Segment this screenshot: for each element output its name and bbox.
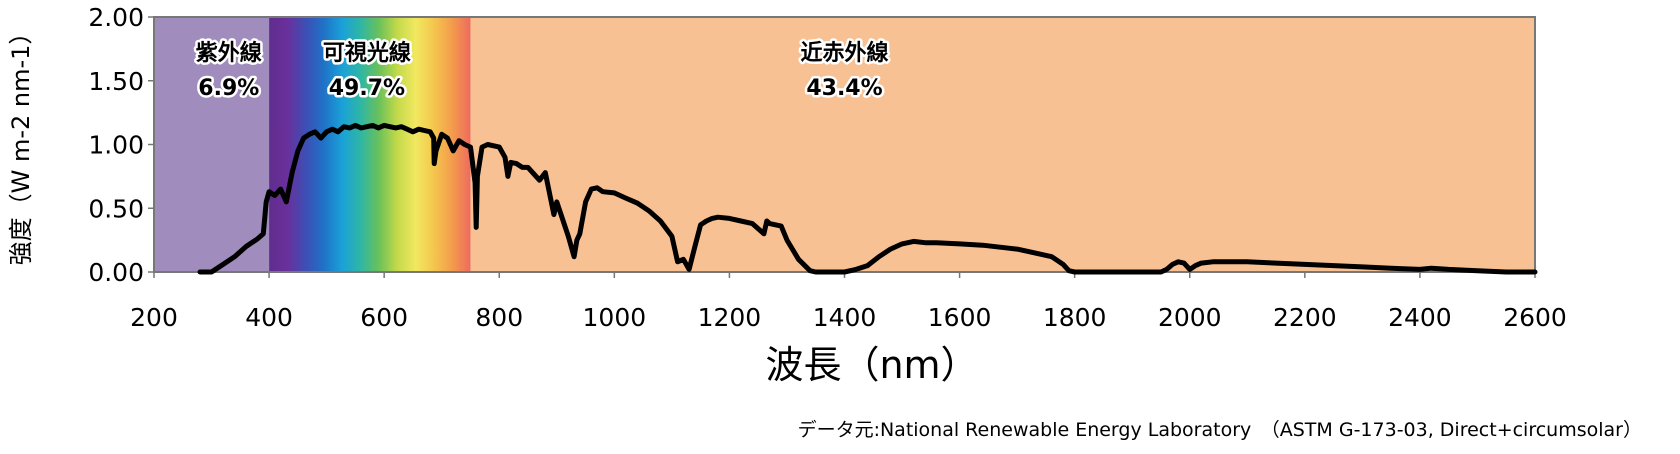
y-axis-title: 強度（W m-2 nm-1）	[7, 21, 35, 266]
x-tick-label: 600	[360, 303, 408, 332]
ultraviolet-percent: 6.9%	[198, 76, 259, 101]
x-tick-label: 1600	[928, 303, 992, 332]
region-labels: 紫外線 6.9% 可視光線 49.7% 近赤外線 43.4%	[193, 38, 891, 104]
y-tick-label: 1.50	[88, 67, 144, 96]
x-tick-label: 1400	[813, 303, 877, 332]
x-tick-label: 400	[245, 303, 293, 332]
x-tick-label: 800	[475, 303, 523, 332]
x-axis-ticks: 200 400 600 800 1000 1200 1400 1600 1800 2000 2200…	[130, 272, 1567, 332]
visible-light-label: 可視光線	[323, 40, 411, 66]
x-tick-label: 1800	[1043, 303, 1107, 332]
irradiance-series-line	[197, 122, 1538, 275]
y-axis-ticks: 0.00 0.50 1.00 1.50 2.00	[88, 3, 154, 287]
visible-light-percent: 49.7%	[329, 76, 405, 101]
x-axis-title: 波長（nm）	[765, 343, 978, 387]
x-tick-label: 2400	[1388, 303, 1452, 332]
y-tick-label: 1.00	[88, 131, 144, 160]
near-infrared-percent: 43.4%	[806, 76, 882, 101]
near-infrared-label: 近赤外線	[800, 40, 888, 66]
ultraviolet-label: 紫外線	[196, 40, 262, 66]
x-tick-label: 1200	[698, 303, 762, 332]
near-infrared-region	[470, 17, 1536, 272]
x-tick-label: 2200	[1273, 303, 1337, 332]
x-tick-label: 1000	[583, 303, 647, 332]
y-tick-label: 0.00	[88, 258, 144, 287]
ultraviolet-region	[154, 17, 270, 272]
y-tick-label: 0.50	[88, 194, 144, 223]
data-source-note: データ元:National Renewable Energy Laborator…	[798, 419, 1642, 441]
x-tick-label: 2000	[1158, 303, 1222, 332]
x-tick-label: 200	[130, 303, 178, 332]
y-tick-label: 2.00	[88, 3, 144, 32]
x-tick-label: 2600	[1503, 303, 1567, 332]
